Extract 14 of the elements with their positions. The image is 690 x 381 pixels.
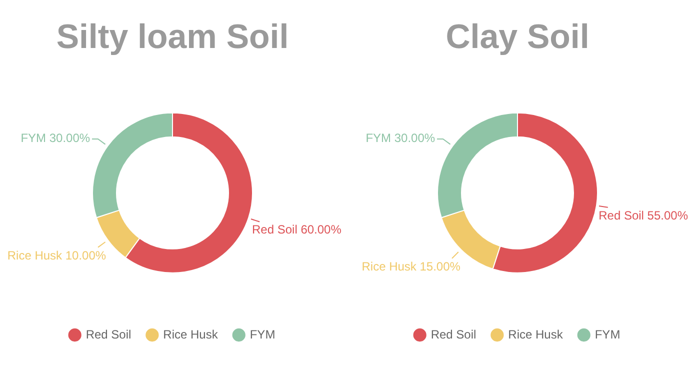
category-label: Rice Husk 15.00% bbox=[362, 259, 460, 274]
category-label: Red Soil 60.00% bbox=[252, 222, 342, 237]
category-label: Red Soil 55.00% bbox=[598, 208, 688, 223]
legend-label: Red Soil bbox=[86, 327, 132, 342]
category-label: FYM 30.00% bbox=[366, 131, 436, 146]
category-label: Rice Husk 10.00% bbox=[7, 248, 106, 262]
legend-label: FYM bbox=[250, 327, 276, 342]
legend-label: Red Soil bbox=[430, 327, 476, 342]
chart-title: Silty loam Soil bbox=[56, 18, 289, 56]
category-label: FYM 30.00% bbox=[20, 131, 90, 146]
legend-label: FYM bbox=[594, 327, 620, 342]
chart-title: Clay Soil bbox=[446, 18, 590, 56]
legend-label: Rice Husk bbox=[163, 327, 219, 342]
legend-label: Rice Husk bbox=[508, 327, 564, 342]
